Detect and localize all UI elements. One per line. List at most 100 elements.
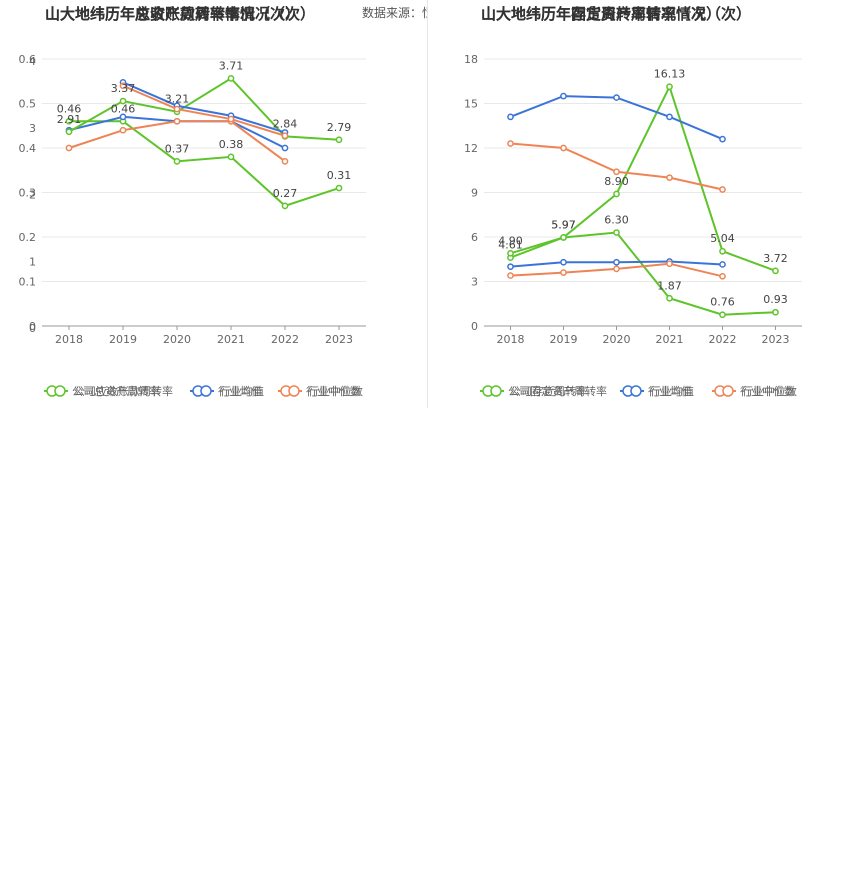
series-line (69, 120, 340, 207)
x-tick-label: 2021 (217, 333, 245, 346)
data-label: 3.37 (111, 82, 136, 95)
legend-marker (288, 385, 300, 397)
series-line (68, 77, 340, 141)
data-label: 0.38 (219, 138, 244, 151)
legend-marker (54, 385, 66, 397)
data-point (227, 115, 235, 123)
data-point (613, 229, 620, 236)
data-label: 5.04 (710, 232, 735, 245)
legend-label-overlay: 行业均值 (650, 385, 694, 398)
data-point (719, 247, 726, 255)
y-tick-label: 0.2 (19, 231, 37, 244)
data-point (119, 97, 127, 105)
data-point (173, 117, 181, 125)
data-point (666, 174, 673, 182)
y-tick-label: 0.1 (19, 276, 37, 289)
y-tick-label: 6 (471, 231, 478, 244)
data-label: 0.31 (327, 169, 352, 182)
data-label: 4.90 (498, 234, 523, 247)
data-label: 0.93 (763, 293, 788, 306)
data-label: 1.87 (657, 279, 682, 292)
data-label: 2.91 (57, 113, 82, 126)
data-point (65, 128, 73, 136)
data-point (613, 168, 620, 176)
data-point (719, 261, 726, 268)
data-point (507, 113, 514, 121)
x-tick-label: 2018 (497, 333, 525, 346)
data-point (719, 186, 726, 193)
y-tick-label: 0 (471, 320, 478, 333)
y-tick-label: 3 (471, 276, 478, 289)
y-tick-label: 12 (464, 142, 478, 155)
data-label: 5.97 (551, 218, 576, 231)
data-label: 4.61 (498, 239, 523, 252)
legend-label: 公司总资产周转率 (72, 384, 160, 398)
data-label: 6.30 (604, 214, 629, 227)
data-point (719, 135, 726, 143)
data-point (666, 294, 673, 302)
y-tick-label: 9 (471, 187, 478, 200)
data-point (281, 132, 289, 140)
data-point (613, 94, 620, 101)
data-point (65, 144, 73, 152)
data-point (281, 144, 289, 152)
data-point (613, 190, 620, 198)
y-tick-label: 0 (29, 320, 36, 333)
y-tick-label-overlay: 1 (29, 255, 36, 268)
series-line (122, 81, 286, 134)
data-label: 0.37 (165, 142, 190, 155)
legend-label-overlay: 公司应收账款周转率 (74, 384, 173, 398)
series-line (510, 95, 723, 141)
data-point (507, 263, 514, 271)
data-point (560, 234, 567, 241)
y-tick-label-overlay: 4 (29, 55, 36, 68)
y-tick-label: 0.3 (19, 187, 37, 200)
chart-overlay-title: 山大地纬历年应收账款周转率情况（次） (45, 5, 315, 23)
legend-marker (630, 385, 642, 397)
chart-overlay-title: 山大地纬历年存货周转率情况（次） (481, 5, 721, 23)
x-tick-label: 2023 (325, 333, 353, 346)
right-chart-panel: 山大地纬历年固定资产周转率情况（次） 山大地纬历年存货周转率情况（次） 0 3 6 9… (428, 0, 850, 410)
data-label: 2.79 (327, 121, 352, 134)
left-chart-svg: 山大地纬历年总资产周转率情况（次） 山大地纬历年应收账款周转率情况（次） 数据来… (19, 5, 428, 398)
data-point (719, 311, 726, 319)
x-tick-label: 2021 (656, 333, 684, 346)
data-point (560, 92, 567, 100)
left-chart-panel: 山大地纬历年总资产周转率情况（次） 山大地纬历年应收账款周转率情况（次） 数据来… (0, 0, 428, 410)
data-point (772, 308, 779, 316)
x-tick-label: 2020 (163, 333, 191, 346)
data-point (335, 184, 343, 192)
data-point (65, 117, 73, 125)
legend-label-overlay: 公司存货周转率 (510, 384, 587, 398)
data-label: 8.90 (604, 175, 629, 188)
data-label: 2.84 (273, 117, 298, 130)
data-point (335, 136, 343, 144)
legend-marker (200, 385, 212, 397)
chart-title: 山大地纬历年固定资产周转率情况（次） (481, 5, 751, 23)
series-line (510, 84, 776, 272)
y-tick-label: 0.6 (19, 53, 37, 66)
data-label: 0.46 (111, 102, 136, 115)
legend-marker (490, 385, 502, 397)
data-label: 0.27 (273, 187, 298, 200)
data-point (613, 265, 620, 273)
x-tick-label: 2023 (762, 333, 790, 346)
y-tick-label: 15 (464, 98, 478, 111)
legend-label-overlay: 行业中位数 (742, 384, 797, 398)
series-line (122, 84, 286, 137)
legend-label: 公司固定资产周转率 (508, 384, 607, 398)
x-tick-label: 2020 (603, 333, 631, 346)
data-point (119, 126, 127, 134)
legend-label-overlay: 行业均值 (220, 385, 264, 398)
data-point (507, 249, 514, 257)
data-point (719, 272, 726, 280)
data-label: 5.97 (551, 218, 576, 231)
data-point (507, 140, 514, 147)
data-label: 0.76 (710, 296, 735, 309)
data-point (173, 105, 181, 113)
x-tick-label: 2019 (550, 333, 578, 346)
data-point (772, 267, 779, 275)
right-chart-svg: 山大地纬历年固定资产周转率情况（次） 山大地纬历年存货周转率情况（次） 0 3 6 9… (464, 5, 802, 398)
x-tick-label: 2018 (55, 333, 83, 346)
x-tick-label: 2022 (709, 333, 737, 346)
